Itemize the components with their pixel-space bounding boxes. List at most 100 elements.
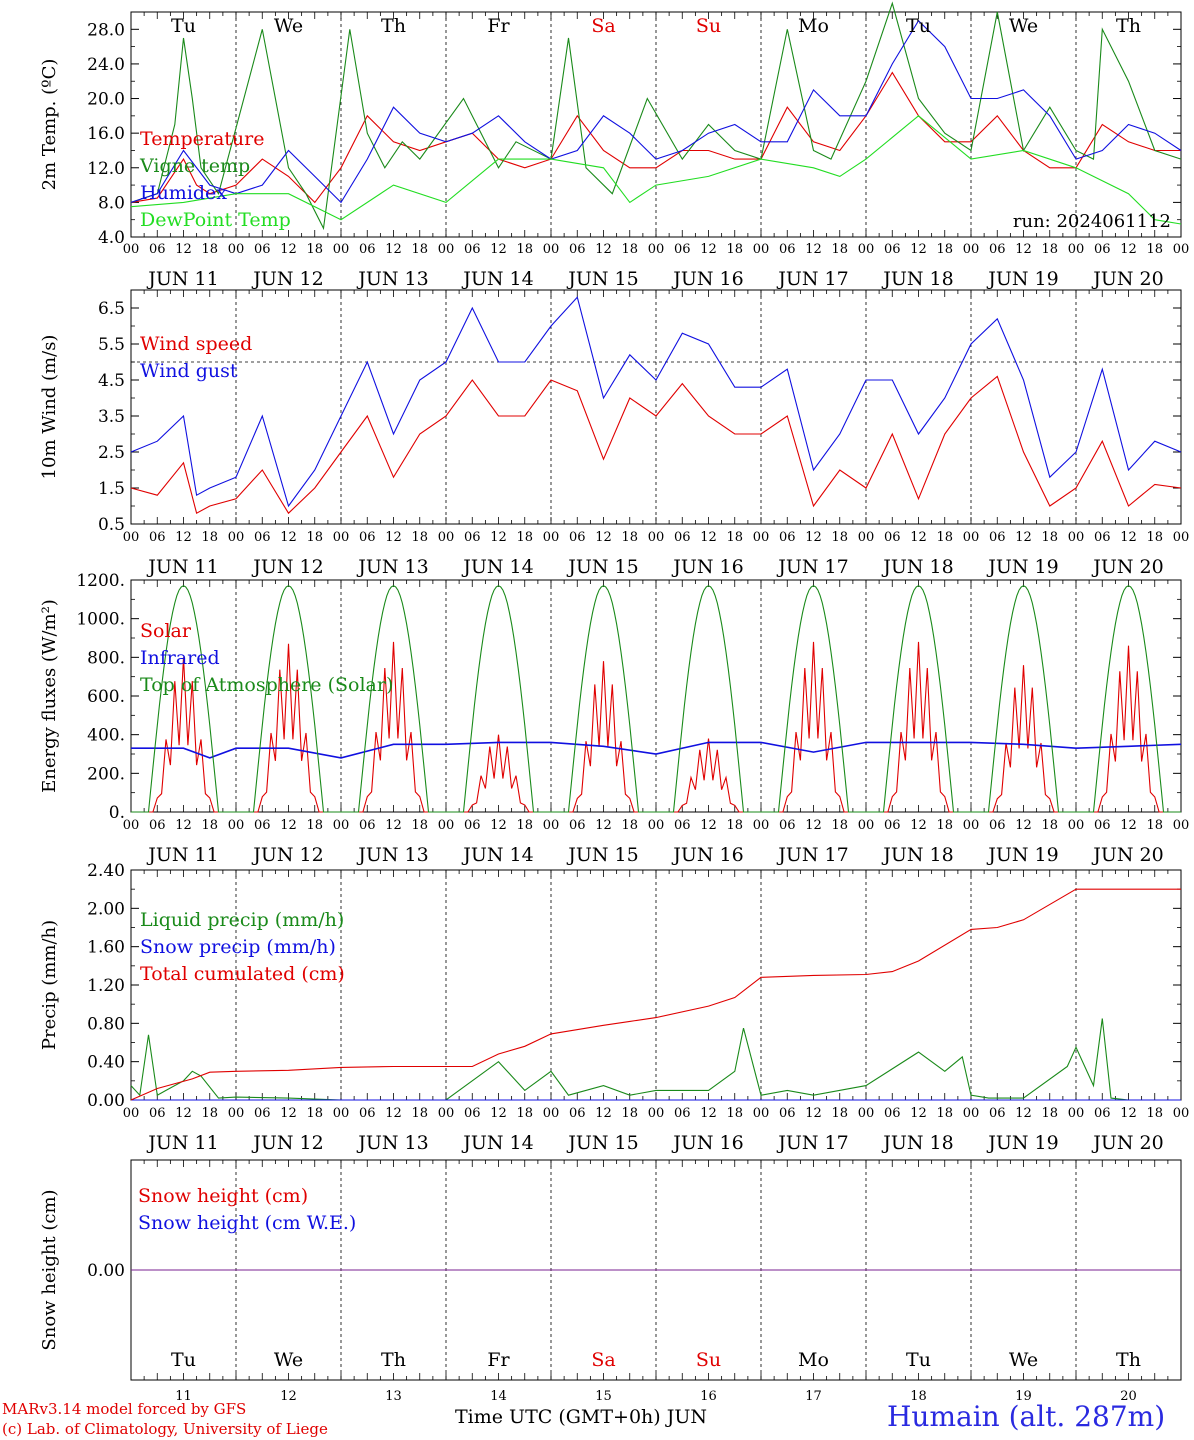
hour-label: 00 — [858, 242, 875, 257]
weekday-label: We — [1009, 15, 1038, 37]
y-tick-label: 1.60 — [87, 938, 125, 958]
hour-label: 06 — [884, 530, 901, 545]
hour-label: 12 — [910, 242, 927, 257]
y-tick-label: 0.00 — [87, 1091, 125, 1111]
y-tick-label: 1200. — [76, 571, 125, 591]
hour-label: 12 — [700, 818, 717, 833]
y-tick-label: 0.5 — [98, 515, 125, 535]
panel-wind: 0.5 1.5 2.5 3.5 4.5 5.5 6.5 10m Wind (m/s) 00 06 1… — [39, 289, 1190, 578]
hour-label: 18 — [201, 1106, 218, 1121]
hour-label: 06 — [359, 242, 376, 257]
hour-label: 06 — [359, 530, 376, 545]
hour-label: 18 — [726, 530, 743, 545]
hour-label: 00 — [123, 818, 140, 833]
day-label: JUN 18 — [881, 844, 953, 866]
weekday-label: Sa — [591, 1349, 615, 1371]
weekday-label: Su — [696, 1349, 721, 1371]
legend-entry: Infrared — [140, 647, 220, 669]
y-tick-label: 0.40 — [87, 1053, 125, 1073]
day-label: JUN 19 — [986, 556, 1058, 578]
hour-label: 00 — [963, 530, 980, 545]
hour-label: 18 — [936, 242, 953, 257]
hour-label: 12 — [490, 530, 507, 545]
day-label: JUN 14 — [461, 268, 533, 290]
y-tick-label: 4.0 — [98, 228, 125, 248]
day-label: JUN 17 — [776, 1132, 848, 1154]
hour-label: 18 — [516, 242, 533, 257]
hour-label: 06 — [1094, 818, 1111, 833]
day-label: JUN 15 — [566, 1132, 638, 1154]
weekday-label: Fr — [487, 1349, 510, 1371]
day-label: JUN 13 — [356, 268, 428, 290]
hour-label: 18 — [201, 530, 218, 545]
hour-label: 18 — [306, 818, 323, 833]
day-label: JUN 14 — [461, 844, 533, 866]
hour-label: 18 — [1041, 530, 1058, 545]
hour-label: 18 — [1146, 818, 1163, 833]
hour-label: 18 — [726, 242, 743, 257]
y-axis-label: Snow height (cm) — [39, 1189, 60, 1350]
weekday-label: We — [274, 1349, 303, 1371]
day-label: JUN 16 — [671, 556, 743, 578]
series-line-infrared — [131, 741, 1182, 759]
day-label: JUN 19 — [986, 1132, 1058, 1154]
day-label: JUN 13 — [356, 844, 428, 866]
day-label: JUN 11 — [146, 556, 218, 578]
day-label: JUN 19 — [986, 844, 1058, 866]
hour-label: 06 — [884, 818, 901, 833]
hour-label: 06 — [674, 530, 691, 545]
weekday-label: Th — [1116, 1349, 1141, 1371]
hour-label: 00 — [438, 818, 455, 833]
series-line-vigne-temp — [130, 1, 1182, 231]
hour-label: 12 — [175, 530, 192, 545]
y-tick-label: 600. — [87, 687, 125, 707]
y-tick-label: 0.00 — [87, 1261, 125, 1281]
weekday-label: Th — [1116, 15, 1141, 37]
hour-label: 06 — [569, 530, 586, 545]
hour-label: 18 — [1146, 242, 1163, 257]
y-tick-label: 400. — [87, 726, 125, 746]
hour-label: 06 — [254, 530, 271, 545]
hour-label: 06 — [989, 530, 1006, 545]
hour-label: 12 — [700, 242, 717, 257]
hour-label: 12 — [280, 818, 297, 833]
series-line-dewpoint-temp — [130, 115, 1182, 225]
hour-label: 12 — [385, 530, 402, 545]
hour-label: 06 — [989, 242, 1006, 257]
model-credit: MARv3.14 model forced by GFS — [2, 1400, 247, 1418]
hour-label: 18 — [411, 242, 428, 257]
day-number-label: 16 — [700, 1389, 717, 1404]
series-line-temperature — [130, 71, 1181, 204]
hour-label: 06 — [359, 1106, 376, 1121]
hour-label: 18 — [516, 818, 533, 833]
series-line-top-of-atmosphere-solar- — [131, 585, 1181, 813]
y-tick-label: 28.0 — [87, 20, 125, 40]
hour-label: 18 — [936, 818, 953, 833]
hour-label: 18 — [726, 1106, 743, 1121]
hour-label: 06 — [569, 818, 586, 833]
hour-label: 00 — [648, 242, 665, 257]
hour-label: 18 — [831, 818, 848, 833]
y-tick-label: 6.5 — [98, 299, 125, 319]
hour-label: 06 — [149, 818, 166, 833]
weekday-label: Mo — [798, 15, 829, 37]
hour-label: 12 — [595, 1106, 612, 1121]
weekday-label: Su — [696, 15, 721, 37]
legend-entry: Snow height (cm W.E.) — [138, 1212, 356, 1234]
weekday-label: Fr — [487, 15, 510, 37]
hour-label: 00 — [123, 242, 140, 257]
hour-label: 12 — [1120, 242, 1137, 257]
hour-label: 00 — [543, 1106, 560, 1121]
series-line-wind-speed — [130, 375, 1182, 515]
day-label: JUN 15 — [566, 844, 638, 866]
hour-label: 06 — [989, 1106, 1006, 1121]
hour-label: 00 — [648, 530, 665, 545]
legend-entry: Solar — [140, 620, 192, 642]
hour-label: 00 — [228, 1106, 245, 1121]
hour-label: 18 — [1041, 1106, 1058, 1121]
hour-label: 12 — [910, 818, 927, 833]
hour-label: 12 — [1120, 530, 1137, 545]
hour-label: 00 — [1173, 530, 1190, 545]
hour-label: 00 — [543, 242, 560, 257]
hour-label: 00 — [753, 530, 770, 545]
